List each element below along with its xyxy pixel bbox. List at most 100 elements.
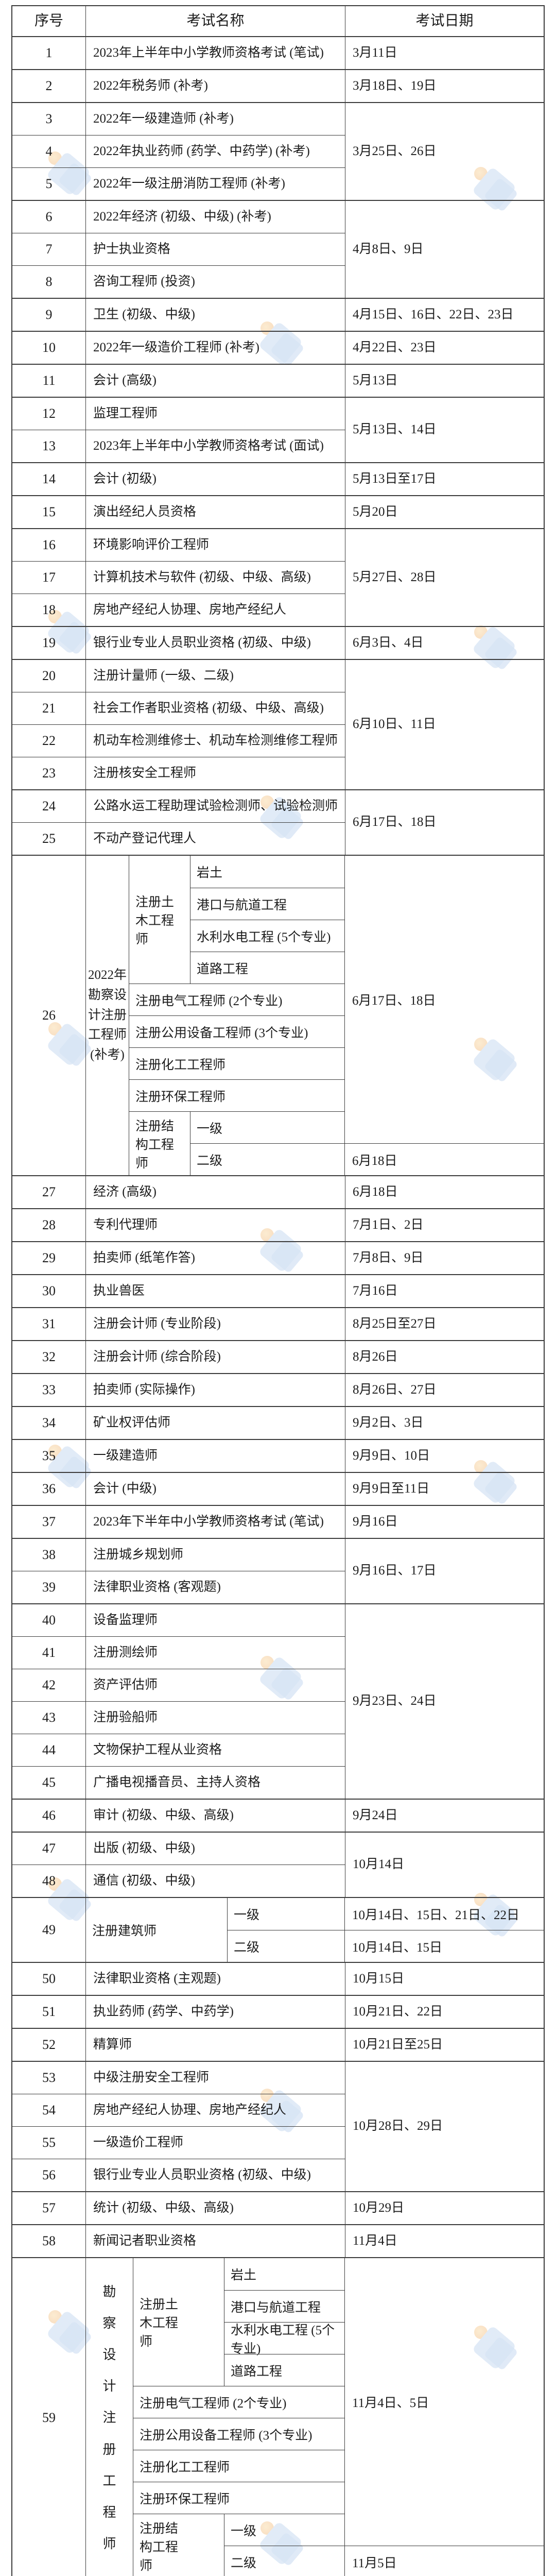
exam-rows: 40 设备监理师 41 注册测绘师 42 资产评估师 43 注册验船师 44 文物保护工程从业资格… [12,1604,345,1799]
table-row: 29 拍卖师 (纸笔作答) [12,1242,345,1274]
exam-rows: 20 注册计量师 (一级、二级) 21 社会工作者职业资格 (初级、中级、高级) 22 机… [12,660,345,789]
nested-exam-name: 注册电气工程师 (2个专业) [133,2386,344,2418]
table-row: 9 卫生 (初级、中级) [12,299,345,331]
nested-exam-name: 二级 [227,1930,344,1962]
exam-name: 会计 (中级) [93,1481,157,1496]
table-row: 31 注册会计师 (专业阶段) [12,1308,345,1340]
table-row: 45 广播电视播音员、主持人资格 [12,1766,345,1799]
row-number: 25 [12,823,86,855]
exam-name: 一级建造师 [93,1448,158,1463]
row-number: 50 [12,1963,86,1995]
table-row: 12 监理工程师 [12,398,345,430]
table-row: 46 审计 (初级、中级、高级) [12,1800,345,1832]
table-row: 21 社会工作者职业资格 (初级、中级、高级) [12,692,345,724]
exam-date: 10月15日 [345,1963,544,1995]
exam-group: 28 专利代理师 7月1日、2日 [12,1208,544,1241]
table-row: 33 拍卖师 (实际操作) [12,1374,345,1406]
table-row: 43 注册验船师 [12,1701,345,1734]
row-number: 58 [12,2225,86,2257]
table-row: 28 专利代理师 [12,1209,345,1241]
exam-name: 矿业权评估师 [93,1415,171,1430]
row-number: 30 [12,1275,86,1307]
civil-engineer-label: 注册土 木工程 师 [140,2298,179,2349]
exam-date: 9月9日至11日 [345,1473,544,1505]
exam-date: 10月14日、15日 [345,1930,544,1962]
row-number: 13 [12,430,86,462]
exam-rows: 27 经济 (高级) [12,1176,345,1208]
exam-date: 10月28日、29日 [345,2062,544,2191]
exam-date: 7月16日 [345,1275,544,1307]
row-number: 20 [12,660,86,692]
table-row: 7 护士执业资格 [12,233,345,265]
exam-name: 银行业专业人员职业资格 (初级、中级) [93,635,311,650]
row-number: 7 [12,233,86,265]
table-row: 47 出版 (初级、中级) [12,1833,345,1865]
exam-date: 5月13日、14日 [345,398,544,462]
exam-name: 房地产经纪人协理、房地产经纪人 [93,602,287,617]
exam-rows: 14 会计 (初级) [12,463,345,495]
exam-date: 10月14日 [345,1833,544,1897]
exam-rows: 34 矿业权评估师 [12,1407,345,1439]
exam-date: 7月8日、9日 [345,1242,544,1274]
exam-name: 统计 (初级、中级、高级) [93,2200,234,2215]
row-number: 41 [12,1637,86,1669]
row-number: 48 [12,1865,86,1897]
exam-group-nested: 59 勘 察 设 计 注 册 工 程 师注册土 木工程 师 岩土 港口与航道工程 水利水… [12,2257,544,2576]
table-row: 58 新闻记者职业资格 [12,2225,345,2257]
exam-date: 6月10日、11日 [345,660,544,789]
row-number: 32 [12,1341,86,1373]
row-number: 54 [12,2094,86,2126]
nested-dates: 10月14日、15日、21日、22日 10月14日、15日 [344,1898,544,1962]
exam-rows: 1 2023年上半年中小学教师资格考试 (笔试) [12,37,345,69]
exam-group: 35 一级建造师 9月9日、10日 [12,1439,544,1472]
table-header-row: 序号 考试名称 考试日期 [12,6,544,36]
exam-date: 10月21日至25日 [345,2029,544,2061]
table-row: 57 统计 (初级、中级、高级) [12,2192,345,2224]
exam-rows: 12 监理工程师 13 2023年上半年中小学教师资格考试 (面试) [12,398,345,462]
exam-name: 注册测绘师 [93,1645,158,1659]
exam-group: 3 2022年一级建造师 (补考) 4 2022年执业药师 (药学、中药学) (补考)… [12,102,544,200]
table-row: 39 法律职业资格 (客观题) [12,1571,345,1603]
exam-date: 8月25日至27日 [345,1308,544,1340]
exam-date: 10月29日 [345,2192,544,2224]
exam-name: 咨询工程师 (投资) [93,274,195,289]
row-number: 46 [12,1800,86,1832]
table-row: 35 一级建造师 [12,1440,345,1472]
exam-date: 10月14日、15日、21日、22日 [352,1908,520,1922]
exam-name: 注册验船师 [93,1710,158,1724]
exam-name: 2023年上半年中小学教师资格考试 (笔试) [93,45,324,60]
table-row: 6 2022年经济 (初级、中级) (补考) [12,201,345,233]
table-row: 48 通信 (初级、中级) [12,1865,345,1897]
exam-rows: 29 拍卖师 (纸笔作答) [12,1242,345,1274]
exam-rows: 28 专利代理师 [12,1209,345,1241]
exam-date: 11月5日 [345,2546,544,2576]
exam-group: 6 2022年经济 (初级、中级) (补考) 7 护士执业资格 8 咨询工程师 (投资) 4… [12,200,544,298]
exam-date: 6月18日 [345,1143,544,1175]
row-number: 47 [12,1833,86,1865]
table-row: 25 不动产登记代理人 [12,822,345,855]
exam-name: 注册会计师 (综合阶段) [93,1349,221,1364]
exam-rows: 30 执业兽医 [12,1275,345,1307]
table-row: 41 注册测绘师 [12,1636,345,1669]
table-row: 38 注册城乡规划师 [12,1539,345,1571]
table-row: 5 2022年一级注册消防工程师 (补考) [12,167,345,200]
table-row: 56 银行业专业人员职业资格 (初级、中级) [12,2159,345,2191]
exam-group: 52 精算师 10月21日至25日 [12,2028,544,2061]
row-number: 40 [12,1604,86,1636]
exam-rows: 52 精算师 [12,2029,345,2061]
exam-date: 6月3日、4日 [345,627,544,659]
exam-date: 9月2日、3日 [345,1407,544,1439]
table-row: 27 经济 (高级) [12,1176,345,1208]
row-number: 4 [12,135,86,167]
exam-name: 2023年上半年中小学教师资格考试 (面试) [93,438,324,453]
row-number: 27 [12,1176,86,1208]
exam-name: 监理工程师 [93,406,158,420]
exam-name: 执业兽医 [93,1283,145,1298]
table-row: 36 会计 (中级) [12,1473,345,1505]
exam-name: 注册核安全工程师 [93,766,197,780]
specialty-name: 道路工程 [224,2354,344,2386]
row-number: 34 [12,1407,86,1439]
row-number: 39 [12,1571,86,1603]
exam-name: 卫生 (初级、中级) [93,307,195,321]
nested-exam-name: 注册环保工程师 [133,2482,344,2514]
